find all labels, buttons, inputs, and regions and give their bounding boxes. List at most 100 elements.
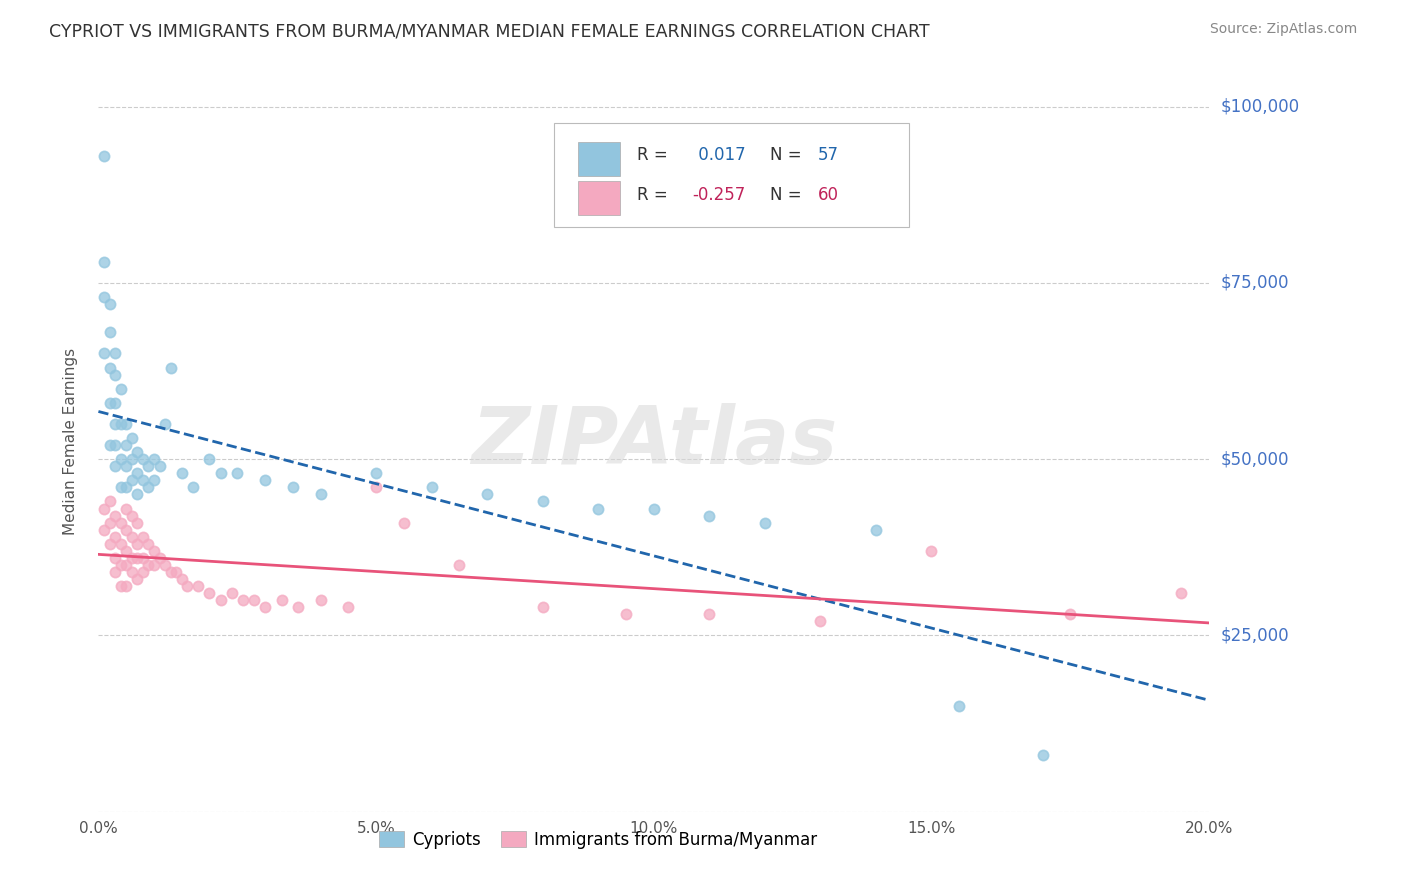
Point: [127, 487, 149, 501]
Point: [110, 480, 132, 494]
Point: [187, 579, 209, 593]
Point: [948, 698, 970, 713]
Point: [98, 438, 121, 452]
Point: [110, 558, 132, 572]
Point: [138, 558, 160, 572]
Point: [132, 530, 155, 544]
Text: R =: R =: [637, 146, 668, 164]
Point: [366, 467, 388, 481]
Point: [148, 459, 170, 474]
Point: [865, 523, 887, 537]
Text: $25,000: $25,000: [1220, 626, 1289, 644]
Point: [104, 565, 127, 579]
Text: N =: N =: [770, 186, 801, 203]
Point: [138, 480, 160, 494]
Point: [115, 417, 138, 431]
Point: [153, 417, 176, 431]
Point: [93, 346, 115, 360]
Point: [121, 452, 143, 467]
Point: [104, 346, 127, 360]
Point: [132, 452, 155, 467]
Point: [127, 445, 149, 459]
Point: [121, 431, 143, 445]
Point: [115, 579, 138, 593]
Point: [159, 565, 181, 579]
Point: [138, 537, 160, 551]
Legend: Cypriots, Immigrants from Burma/Myanmar: Cypriots, Immigrants from Burma/Myanmar: [373, 824, 824, 855]
Point: [614, 607, 637, 622]
Point: [121, 473, 143, 487]
Point: [127, 550, 149, 565]
Point: [104, 550, 127, 565]
Point: [115, 544, 138, 558]
Point: [98, 516, 121, 530]
Point: [281, 480, 304, 494]
Point: [475, 487, 499, 501]
Point: [270, 593, 292, 607]
Text: R =: R =: [637, 186, 668, 203]
Point: [810, 615, 832, 629]
Point: [132, 550, 155, 565]
Point: [110, 417, 132, 431]
Point: [143, 473, 166, 487]
FancyBboxPatch shape: [578, 181, 620, 215]
Point: [159, 360, 181, 375]
Text: Source: ZipAtlas.com: Source: ZipAtlas.com: [1209, 22, 1357, 37]
Point: [104, 530, 127, 544]
Point: [132, 565, 155, 579]
Point: [449, 558, 471, 572]
Point: [115, 438, 138, 452]
Text: -0.257: -0.257: [693, 186, 747, 203]
Point: [104, 438, 127, 452]
FancyBboxPatch shape: [578, 142, 620, 177]
Point: [699, 508, 721, 523]
Point: [198, 586, 221, 600]
Point: [253, 600, 276, 615]
Point: [1059, 607, 1081, 622]
Point: [104, 508, 127, 523]
Point: [115, 480, 138, 494]
Point: [232, 593, 254, 607]
Point: [121, 565, 143, 579]
Point: [110, 452, 132, 467]
Point: [287, 600, 309, 615]
Point: [1032, 748, 1054, 763]
Point: [309, 593, 332, 607]
Point: [1170, 586, 1192, 600]
Text: $100,000: $100,000: [1220, 97, 1299, 116]
Point: [127, 537, 149, 551]
Point: [170, 572, 193, 586]
Point: [643, 501, 665, 516]
Point: [110, 382, 132, 396]
Point: [366, 480, 388, 494]
Text: $50,000: $50,000: [1220, 450, 1289, 468]
Point: [209, 467, 232, 481]
Point: [588, 501, 610, 516]
Point: [132, 473, 155, 487]
Point: [104, 417, 127, 431]
Point: [104, 368, 127, 382]
Point: [115, 558, 138, 572]
Point: [127, 516, 149, 530]
Point: [127, 572, 149, 586]
Point: [337, 600, 360, 615]
Point: [699, 607, 721, 622]
Point: [93, 501, 115, 516]
Point: [176, 579, 198, 593]
Point: [138, 459, 160, 474]
Point: [920, 544, 942, 558]
Point: [98, 360, 121, 375]
Point: [148, 550, 170, 565]
FancyBboxPatch shape: [554, 123, 910, 227]
Point: [93, 254, 115, 268]
Point: [115, 459, 138, 474]
Point: [170, 467, 193, 481]
Point: [420, 480, 443, 494]
Point: [104, 396, 127, 410]
Point: [121, 508, 143, 523]
Point: [110, 579, 132, 593]
Point: [93, 523, 115, 537]
Text: 0.017: 0.017: [693, 146, 745, 164]
Text: ZIPAtlas: ZIPAtlas: [471, 402, 837, 481]
Point: [153, 558, 176, 572]
